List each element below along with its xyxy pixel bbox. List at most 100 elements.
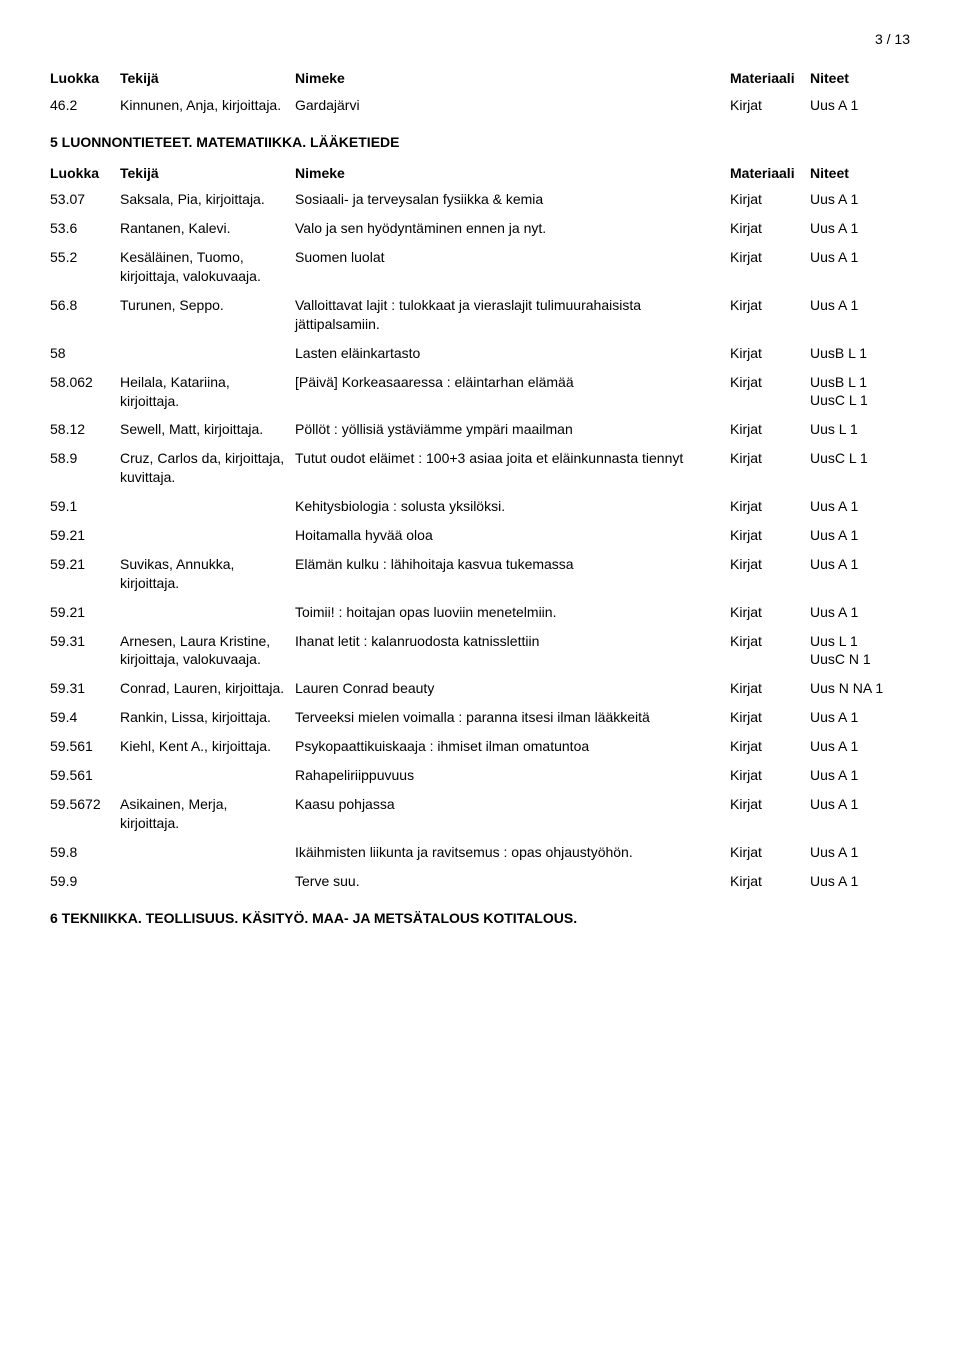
cell-luokka: 59.21 <box>50 526 120 545</box>
niteet-value: Uus A 1 <box>810 190 910 208</box>
table-row: 53.6Rantanen, Kalevi.Valo ja sen hyödynt… <box>50 219 910 238</box>
cell-nimeke: Rahapeliriippuvuus <box>295 766 730 785</box>
table-body-2: 53.07Saksala, Pia, kirjoittaja.Sosiaali-… <box>50 190 910 890</box>
cell-materiaali: Kirjat <box>730 708 810 727</box>
section-title-1: 5 LUONNONTIETEET. MATEMATIIKKA. LÄÄKETIE… <box>50 133 910 152</box>
cell-materiaali: Kirjat <box>730 449 810 468</box>
cell-tekija: Cruz, Carlos da, kirjoittaja, kuvittaja. <box>120 449 295 487</box>
col-luokka: Luokka <box>50 69 120 88</box>
cell-tekija: Rankin, Lissa, kirjoittaja. <box>120 708 295 727</box>
table-row: 59.21Toimii! : hoitajan opas luoviin men… <box>50 603 910 622</box>
cell-luokka: 55.2 <box>50 248 120 267</box>
cell-nimeke: Pöllöt : yöllisiä ystäviämme ympäri maai… <box>295 420 730 439</box>
cell-niteet: Uus A 1 <box>810 708 910 726</box>
cell-niteet: UusB L 1UusC L 1 <box>810 373 910 409</box>
cell-materiaali: Kirjat <box>730 872 810 891</box>
cell-tekija: Arnesen, Laura Kristine, kirjoittaja, va… <box>120 632 295 670</box>
cell-niteet: Uus A 1 <box>810 96 910 114</box>
cell-tekija: Saksala, Pia, kirjoittaja. <box>120 190 295 209</box>
niteet-value: UusC N 1 <box>810 650 910 668</box>
table-body-1: 46.2Kinnunen, Anja, kirjoittaja.Gardajär… <box>50 96 910 115</box>
cell-luokka: 59.561 <box>50 737 120 756</box>
cell-luokka: 59.1 <box>50 497 120 516</box>
cell-luokka: 58.9 <box>50 449 120 468</box>
cell-materiaali: Kirjat <box>730 497 810 516</box>
cell-nimeke: Lauren Conrad beauty <box>295 679 730 698</box>
cell-niteet: Uus A 1 <box>810 296 910 314</box>
cell-tekija: Sewell, Matt, kirjoittaja. <box>120 420 295 439</box>
cell-niteet: Uus A 1 <box>810 190 910 208</box>
niteet-value: Uus A 1 <box>810 737 910 755</box>
cell-materiaali: Kirjat <box>730 737 810 756</box>
cell-nimeke: Kaasu pohjassa <box>295 795 730 814</box>
table-row: 59.561RahapeliriippuvuusKirjatUus A 1 <box>50 766 910 785</box>
section-title-2: 6 TEKNIIKKA. TEOLLISUUS. KÄSITYÖ. MAA- J… <box>50 909 910 928</box>
cell-nimeke: Elämän kulku : lähihoitaja kasvua tukema… <box>295 555 730 574</box>
table-row: 59.1 Kehitysbiologia : solusta yksilöksi.… <box>50 497 910 516</box>
cell-luokka: 53.6 <box>50 219 120 238</box>
table-row: 59.9Terve suu.KirjatUus A 1 <box>50 872 910 891</box>
table-row: 59.21Hoitamalla hyvää oloaKirjatUus A 1 <box>50 526 910 545</box>
cell-nimeke: Terve suu. <box>295 872 730 891</box>
cell-nimeke: Ihanat letit : kalanruodosta katnisslett… <box>295 632 730 651</box>
cell-niteet: Uus A 1 <box>810 603 910 621</box>
cell-materiaali: Kirjat <box>730 632 810 651</box>
cell-nimeke: Toimii! : hoitajan opas luoviin menetelm… <box>295 603 730 622</box>
cell-tekija: Kiehl, Kent A., kirjoittaja. <box>120 737 295 756</box>
cell-luokka: 59.21 <box>50 555 120 574</box>
cell-luokka: 58 <box>50 344 120 363</box>
col-tekija: Tekijä <box>120 69 295 88</box>
cell-materiaali: Kirjat <box>730 373 810 392</box>
cell-materiaali: Kirjat <box>730 248 810 267</box>
niteet-value: Uus L 1 <box>810 632 910 650</box>
cell-materiaali: Kirjat <box>730 679 810 698</box>
cell-tekija: Asikainen, Merja, kirjoittaja. <box>120 795 295 833</box>
cell-nimeke: Sosiaali- ja terveysalan fysiikka & kemi… <box>295 190 730 209</box>
niteet-value: Uus A 1 <box>810 843 910 861</box>
cell-niteet: Uus A 1 <box>810 766 910 784</box>
cell-tekija: Kinnunen, Anja, kirjoittaja. <box>120 96 295 115</box>
niteet-value: Uus A 1 <box>810 603 910 621</box>
niteet-value: Uus A 1 <box>810 96 910 114</box>
table-row: 56.8Turunen, Seppo.Valloittavat lajit : … <box>50 296 910 334</box>
col-luokka: Luokka <box>50 164 120 183</box>
cell-luokka: 59.561 <box>50 766 120 785</box>
table-row: 58 Lasten eläinkartastoKirjatUusB L 1 <box>50 344 910 363</box>
cell-materiaali: Kirjat <box>730 795 810 814</box>
niteet-value: Uus N NA 1 <box>810 679 910 697</box>
cell-materiaali: Kirjat <box>730 603 810 622</box>
cell-niteet: UusB L 1 <box>810 344 910 362</box>
cell-niteet: Uus A 1 <box>810 555 910 573</box>
cell-niteet: Uus A 1 <box>810 248 910 266</box>
niteet-value: Uus A 1 <box>810 555 910 573</box>
table-row: 59.31Conrad, Lauren, kirjoittaja.Lauren … <box>50 679 910 698</box>
table-row: 53.07Saksala, Pia, kirjoittaja.Sosiaali-… <box>50 190 910 209</box>
niteet-value: UusC L 1 <box>810 449 910 467</box>
cell-luokka: 53.07 <box>50 190 120 209</box>
table-row: 59.21Suvikas, Annukka, kirjoittaja.Elämä… <box>50 555 910 593</box>
col-niteet: Niteet <box>810 164 910 183</box>
niteet-value: Uus A 1 <box>810 296 910 314</box>
cell-materiaali: Kirjat <box>730 843 810 862</box>
cell-luokka: 46.2 <box>50 96 120 115</box>
cell-nimeke: Kehitysbiologia : solusta yksilöksi. <box>295 497 730 516</box>
cell-niteet: Uus A 1 <box>810 526 910 544</box>
cell-nimeke: Psykopaattikuiskaaja : ihmiset ilman oma… <box>295 737 730 756</box>
cell-nimeke: Tutut oudot eläimet : 100+3 asiaa joita … <box>295 449 730 468</box>
cell-materiaali: Kirjat <box>730 190 810 209</box>
cell-tekija: Suvikas, Annukka, kirjoittaja. <box>120 555 295 593</box>
cell-tekija: Conrad, Lauren, kirjoittaja. <box>120 679 295 698</box>
cell-materiaali: Kirjat <box>730 296 810 315</box>
cell-luokka: 59.9 <box>50 872 120 891</box>
cell-materiaali: Kirjat <box>730 344 810 363</box>
cell-nimeke: Lasten eläinkartasto <box>295 344 730 363</box>
page-number: 3 / 13 <box>50 30 910 49</box>
cell-niteet: Uus A 1 <box>810 497 910 515</box>
cell-nimeke: Valloittavat lajit : tulokkaat ja vieras… <box>295 296 730 334</box>
cell-luokka: 59.4 <box>50 708 120 727</box>
cell-luokka: 59.8 <box>50 843 120 862</box>
table-row: 58.12Sewell, Matt, kirjoittaja.Pöllöt : … <box>50 420 910 439</box>
col-nimeke: Nimeke <box>295 164 730 183</box>
cell-niteet: Uus N NA 1 <box>810 679 910 697</box>
niteet-value: UusB L 1 <box>810 373 910 391</box>
